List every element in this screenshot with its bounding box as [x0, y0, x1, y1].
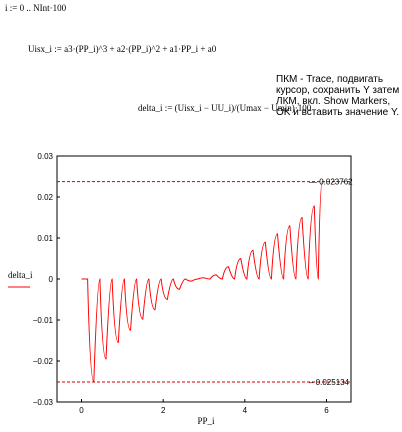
y-tick-label: 0.03: [37, 152, 53, 161]
marker-value-label: — 0.023762: [309, 178, 353, 187]
marker-value-label: – 0.025134: [309, 378, 350, 387]
x-tick-label: 0: [79, 406, 84, 415]
note-line: курсор, сохранить Y затем: [276, 85, 400, 96]
y-tick-label: 0.01: [37, 234, 53, 243]
y-tick-label: −0.03: [33, 398, 54, 407]
plot-frame: [56, 155, 352, 403]
x-tick-label: 2: [161, 406, 166, 415]
uisx-equation: Uisx_i := a3·(PP_i)^3 + a2·(PP_i)^2 + a1…: [28, 44, 217, 54]
note-line: ЛКМ, вкл. Show Markers,: [276, 96, 391, 107]
range-definition: i := 0 .. NInt·100: [5, 3, 67, 13]
y-tick-label: 0.02: [37, 193, 53, 202]
instruction-note: ПКМ - Trace, подвигать курсор, сохранить…: [276, 74, 399, 118]
x-tick-label: 6: [324, 406, 329, 415]
note-line: OK и вставить значение Y.: [276, 107, 400, 118]
x-axis-label: PP_i: [197, 416, 215, 426]
y-tick-label: −0.01: [33, 316, 54, 325]
y-tick-label: −0.02: [33, 357, 54, 366]
delta-series-line: [81, 180, 323, 383]
delta-equation: delta_i := (Uisx_i − UU_i)/(Umax − Umin)…: [138, 103, 312, 113]
x-tick-label: 4: [243, 406, 248, 415]
y-axis-label: delta_i: [8, 270, 33, 280]
note-line: ПКМ - Trace, подвигать: [276, 74, 384, 85]
y-tick-label: 0: [49, 275, 54, 284]
